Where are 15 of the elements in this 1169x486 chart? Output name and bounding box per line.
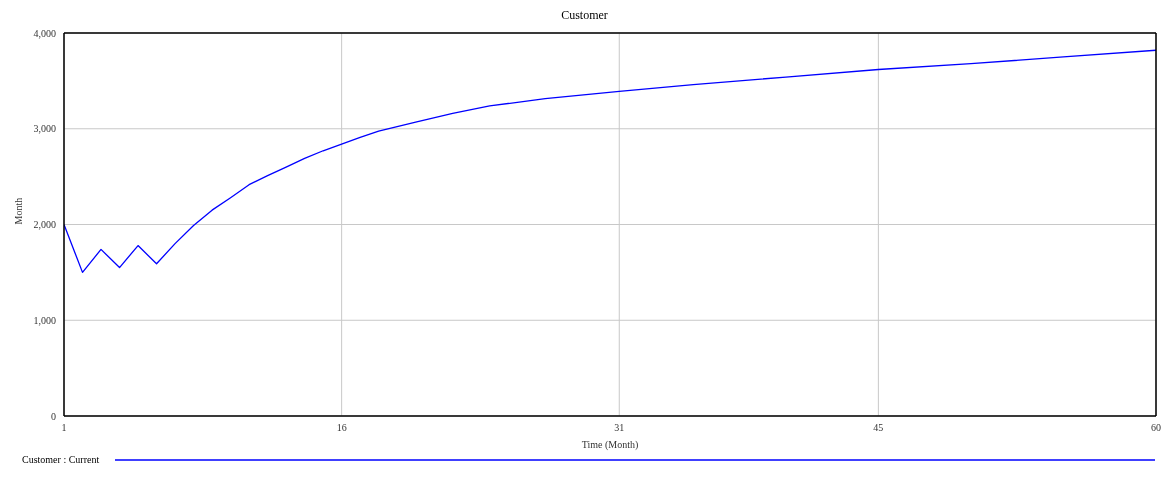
y-tick-label: 1,000 bbox=[33, 314, 56, 326]
y-axis-title: Month bbox=[12, 197, 24, 225]
chart-title: Customer bbox=[560, 8, 609, 24]
y-tick-label: 4,000 bbox=[33, 27, 56, 39]
x-axis-title: Time (Month) bbox=[581, 439, 639, 451]
x-tick-label: 31 bbox=[614, 422, 625, 434]
x-tick-label: 1 bbox=[61, 422, 67, 434]
y-tick-label: 3,000 bbox=[33, 123, 56, 135]
x-tick-label: 60 bbox=[1151, 422, 1161, 434]
text: Customer : Current bbox=[22, 454, 100, 465]
y-tick-label: 2,000 bbox=[33, 219, 56, 231]
x-tick-label: 45 bbox=[873, 422, 884, 434]
line-series bbox=[64, 49, 1156, 274]
y-tick-label: 0 bbox=[51, 410, 56, 422]
x-tick-label: 16 bbox=[336, 422, 347, 434]
